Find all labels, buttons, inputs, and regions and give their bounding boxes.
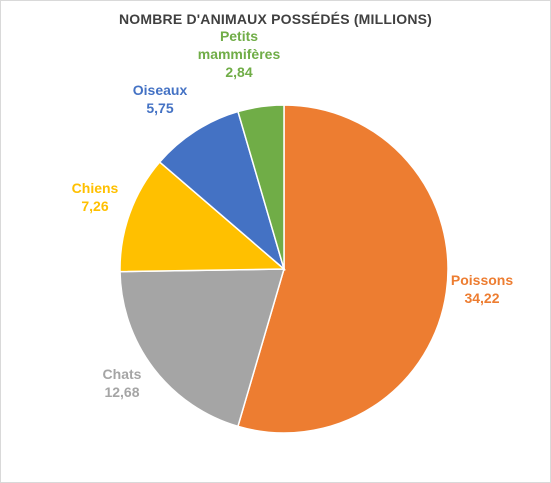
pie-slice-petits-mammif-res [237, 104, 285, 270]
data-label-oiseaux: Oiseaux 5,75 [133, 82, 188, 116]
data-label-value: 2,84 [225, 64, 252, 80]
pie-slice-chats [119, 268, 286, 428]
data-label-poissons: Poissons 34,22 [451, 272, 513, 306]
data-label-value: 34,22 [464, 290, 499, 306]
chart-title: NOMBRE D'ANIMAUX POSSÉDÉS (MILLIONS) [118, 11, 433, 27]
pie-slice-chiens [119, 160, 286, 273]
pie-slice-oiseaux [158, 110, 286, 272]
data-label-chats: Chats 12,68 [103, 366, 142, 400]
data-label-petits-mammif-res: Petits mammifères 2,84 [198, 28, 281, 80]
data-label-value: 12,68 [104, 384, 139, 400]
data-label-category: Chats [103, 366, 142, 382]
data-label-category: mammifères [198, 46, 281, 62]
data-label-value: 7,26 [81, 198, 108, 214]
pie-slice-poissons [236, 104, 449, 434]
data-label-category: Poissons [451, 272, 513, 288]
data-label-category: Petits [220, 28, 258, 44]
data-label-chiens: Chiens 7,26 [72, 180, 119, 214]
data-label-category: Oiseaux [133, 82, 188, 98]
data-label-category: Chiens [72, 180, 119, 196]
data-label-value: 5,75 [146, 100, 173, 116]
